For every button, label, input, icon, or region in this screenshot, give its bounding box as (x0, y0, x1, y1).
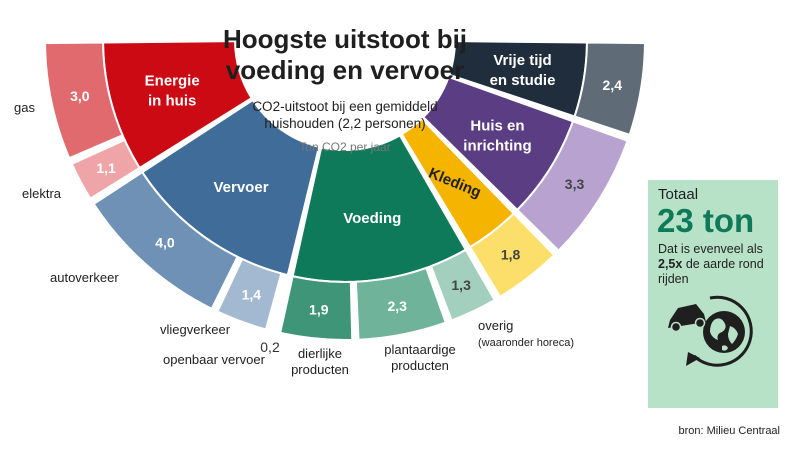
sub-label-gas: gas (14, 100, 35, 115)
category-label-energie-in-huis: Energie in huis (145, 72, 200, 109)
category-label-vrije-tijd-en-studie: Vrije tijd en studie (490, 52, 556, 89)
subtitle-line-2: huishouden (2,2 personen) (264, 116, 426, 131)
source-note: bron: Milieu Centraal (678, 425, 781, 437)
sub-arc-plantaardige-producten (354, 266, 448, 341)
total-value: 23 ton (657, 202, 755, 239)
unit-label: Ton CO2 per jaar (299, 140, 391, 154)
sub-label-openbaar-vervoer: openbaar vervoer (163, 352, 266, 367)
globe-icon (703, 311, 745, 353)
value-label-openbaar-vervoer: 0,2 (260, 339, 280, 355)
value-label-autoverkeer: 4,0 (155, 235, 175, 251)
value-label-vrije-tijd-en-studie: 2,4 (603, 77, 623, 93)
sub-arc-huis-en-inrichting (515, 120, 629, 253)
sub-arc-vliegverkeer (216, 257, 283, 331)
category-label-voeding: Voeding (343, 210, 401, 227)
subtitle-line-1: CO2-uitstoot bij een gemiddeld (252, 99, 438, 114)
sub-arc-gas (44, 41, 124, 160)
sub-label-overig: overig (waaronder horeca) (478, 318, 574, 349)
sub-arc-vrije-tijd-en-studie (573, 41, 646, 137)
sub-arc-kleding (468, 212, 556, 299)
total-text-pre: Dat is evenveel als (658, 242, 763, 256)
value-label-vliegverkeer: 1,4 (242, 286, 262, 302)
sub-arc-overig (429, 248, 497, 322)
chart-title: Hoogste uitstoot bij voeding en vervoer (215, 24, 475, 86)
total-box: Totaal 23 ton Dat is evenveel als 2,5x d… (648, 180, 778, 408)
total-illustration (668, 295, 753, 367)
sub-label-autoverkeer: autoverkeer (50, 270, 119, 285)
total-description: Dat is evenveel als 2,5x de aarde rond r… (658, 242, 776, 287)
chart-subtitle: CO2-uitstoot bij een gemiddeld huishoude… (220, 98, 470, 132)
sub-arc-dierlijke-producten (278, 275, 354, 341)
sub-arc-autoverkeer (92, 170, 239, 311)
sub-label-plantaardige-producten: plantaardige producten (384, 342, 456, 373)
category-label-vervoer: Vervoer (213, 179, 268, 196)
sub-arc-elektra (70, 138, 141, 200)
sub-label-dierlijke-producten: dierlijke producten (291, 346, 349, 377)
value-label-elektra: 1,1 (96, 160, 116, 176)
circular-arrow-icon (686, 295, 753, 367)
total-label: Totaal (658, 186, 699, 203)
value-label-dierlijke-producten: 1,9 (309, 302, 329, 318)
value-label-huis-en-inrichting: 3,3 (565, 176, 585, 192)
category-label-huis-en-inrichting: Huis en inrichting (463, 118, 531, 155)
value-label-kleding: 1,8 (501, 247, 521, 263)
value-label-plantaardige-producten: 2,3 (387, 298, 407, 314)
value-label-overig: 1,3 (451, 277, 471, 293)
total-text-post: de aarde rond rijden (658, 257, 764, 286)
sub-label-elektra: elektra (22, 186, 62, 201)
sub-arc-openbaar-vervoer (270, 273, 289, 333)
title-line-1: Hoogste uitstoot bij (222, 24, 468, 54)
car-icon (668, 304, 706, 333)
title-line-2: voeding en vervoer (225, 55, 465, 85)
total-text-bold: 2,5x (658, 257, 683, 271)
value-label-gas: 3,0 (70, 88, 90, 104)
sub-label-vliegverkeer: vliegverkeer (160, 322, 231, 337)
